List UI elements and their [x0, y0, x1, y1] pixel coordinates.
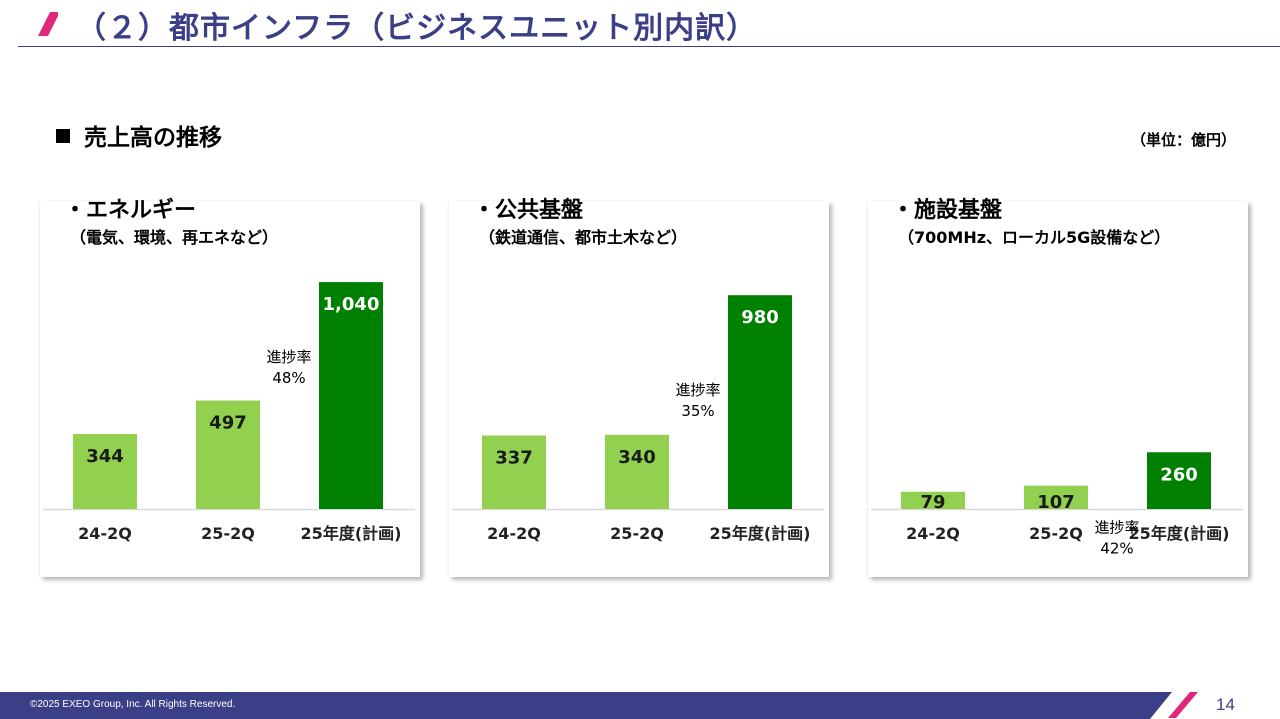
header-divider [18, 46, 1280, 47]
bar [73, 433, 137, 509]
chart-energy: 344 24-2Q 497 25-2Q 1,040 25年度(計画) 進捗率 48% [43, 282, 415, 543]
bar-value-label: 344 [86, 446, 124, 467]
chart-facility-infrastructure: 79 24-2Q 107 25-2Q 260 25年度(計画)進捗率 42% [871, 452, 1243, 557]
progress-rate-label: 進捗率 [675, 381, 720, 399]
chart-public-infrastructure: 337 24-2Q 340 25-2Q 980 25年度(計画) 進捗率 35% [452, 295, 824, 543]
bar [1147, 452, 1211, 509]
bar [319, 282, 383, 509]
chart-subtitle: （鉄道通信、都市土木など） [479, 228, 688, 247]
page-number: 14 [1216, 695, 1235, 714]
x-tick-label: 25-2Q [201, 524, 255, 543]
unit-note: （単位：億円） [1130, 131, 1236, 149]
copyright-text: ©2025 EXEO Group, Inc. All Rights Reserv… [30, 699, 236, 710]
chart-subtitle: （700MHz、ローカル5G設備など） [898, 228, 1171, 247]
x-tick-label: 24-2Q [78, 524, 132, 543]
progress-rate-label: 進捗率 [1094, 518, 1139, 536]
progress-rate-value: 48% [272, 369, 305, 387]
bar-value-label: 1,040 [323, 294, 380, 315]
x-tick-label: 25年度(計画) [710, 524, 811, 543]
chart-title: ・エネルギー [64, 198, 197, 223]
bar-value-label: 497 [209, 413, 247, 434]
chart-panel-energy: ・エネルギー （電気、環境、再エネなど） 344 24-2Q 497 25-2Q 1,0… [40, 198, 420, 577]
x-tick-label: 24-2Q [906, 524, 960, 543]
section-title: 売上高の推移 [56, 118, 222, 152]
chart-panel-facility-infrastructure: ・施設基盤 （700MHz、ローカル5G設備など） 79 24-2Q 107 25-2… [868, 198, 1248, 577]
chart-title: ・施設基盤 [892, 198, 1003, 223]
progress-rate-label: 進捗率 [266, 348, 311, 366]
x-tick-label: 25-2Q [610, 524, 664, 543]
slash-icon [38, 12, 58, 36]
bar [1024, 485, 1088, 509]
progress-rate-value: 42% [1100, 539, 1133, 557]
x-tick-label: 25年度(計画) [301, 524, 402, 543]
chart-panel-public-infrastructure: ・公共基盤 （鉄道通信、都市土木など） 337 24-2Q 340 25-2Q 980 2… [449, 198, 829, 577]
progress-rate-value: 35% [681, 402, 714, 420]
chart-subtitle: （電気、環境、再エネなど） [70, 228, 279, 247]
bar-value-label: 340 [618, 447, 656, 468]
page-title: （２）都市インフラ（ビジネスユニット別内訳） [76, 11, 758, 46]
square-bullet-icon [56, 129, 70, 143]
bar-value-label: 107 [1037, 492, 1075, 513]
chart-title: ・公共基盤 [473, 198, 584, 223]
bar-value-label: 980 [741, 307, 779, 328]
footer-bar [0, 692, 1172, 719]
section-title-text: 売上高の推移 [84, 125, 222, 151]
slide-header: （２）都市インフラ（ビジネスユニット別内訳） [0, 0, 1280, 48]
bar [901, 491, 965, 509]
x-tick-label: 24-2Q [487, 524, 541, 543]
bar-value-label: 260 [1160, 464, 1198, 485]
bar [605, 434, 669, 509]
bar-value-label: 79 [920, 492, 945, 513]
x-tick-label: 25年度(計画) [1129, 524, 1230, 543]
x-tick-label: 25-2Q [1029, 524, 1083, 543]
bar [196, 400, 260, 509]
bar [482, 435, 546, 509]
bar-value-label: 337 [495, 447, 533, 468]
slash-icon [1168, 692, 1198, 718]
bar [728, 295, 792, 509]
